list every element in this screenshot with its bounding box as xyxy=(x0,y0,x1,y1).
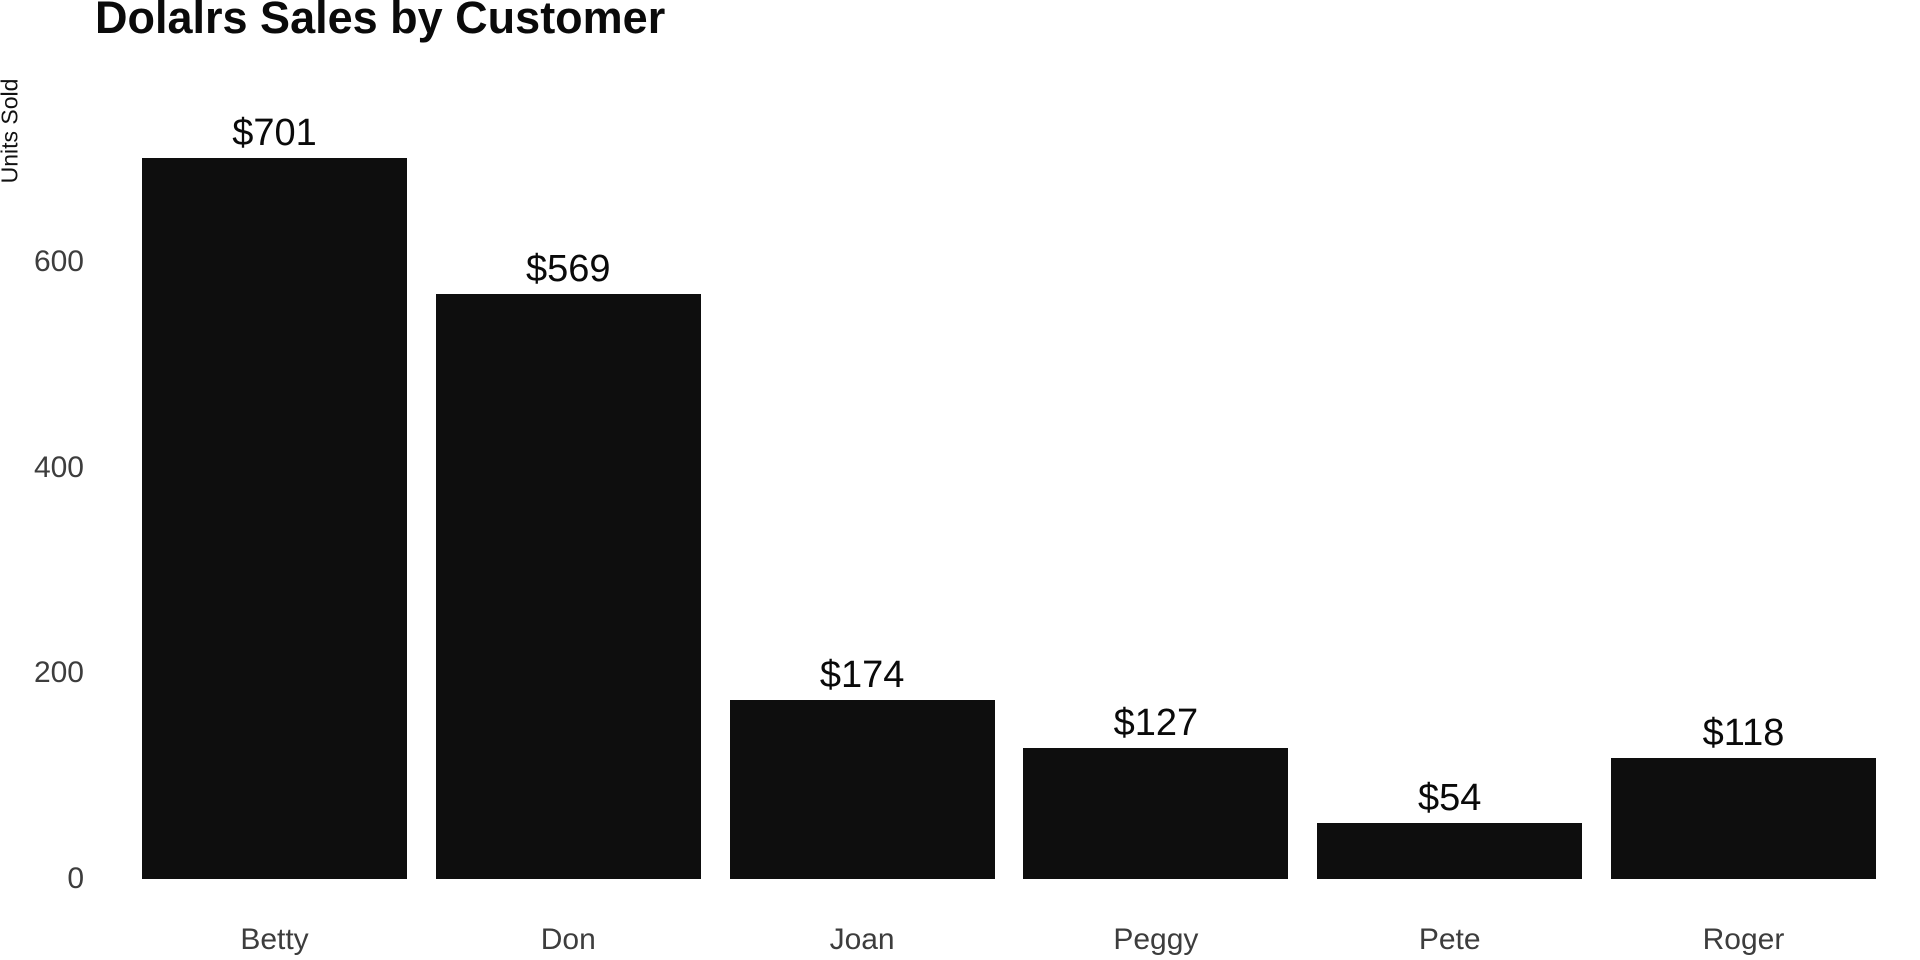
category-label-joan: Joan xyxy=(829,923,895,956)
y-tick-label: 200 xyxy=(33,656,84,690)
category-label-roger: Roger xyxy=(1702,923,1785,956)
bar-joan xyxy=(729,700,995,879)
category-label-pete: Pete xyxy=(1418,923,1481,956)
value-label-pete: $54 xyxy=(1417,777,1482,820)
bar-peggy xyxy=(1023,748,1289,879)
y-tick-label: 600 xyxy=(33,245,84,278)
value-label-roger: $118 xyxy=(1702,711,1785,754)
value-label-peggy: $127 xyxy=(1113,702,1199,745)
bar-roger xyxy=(1611,757,1876,879)
category-label-betty: Betty xyxy=(240,923,309,956)
category-label-don: Don xyxy=(540,923,596,956)
value-label-don: $569 xyxy=(526,247,611,290)
category-label-peggy: Peggy xyxy=(1113,923,1199,956)
bar-pete xyxy=(1317,823,1583,879)
y-tick-label: 0 xyxy=(67,862,84,895)
value-label-betty: $701 xyxy=(232,112,317,155)
bar-betty xyxy=(142,158,407,879)
value-label-joan: $174 xyxy=(819,654,905,697)
y-axis-label: Units Sold xyxy=(0,78,23,184)
y-tick-label: 400 xyxy=(33,450,84,484)
chart-title: Dolalrs Sales by Customer xyxy=(95,0,666,43)
bar-don xyxy=(435,293,701,879)
